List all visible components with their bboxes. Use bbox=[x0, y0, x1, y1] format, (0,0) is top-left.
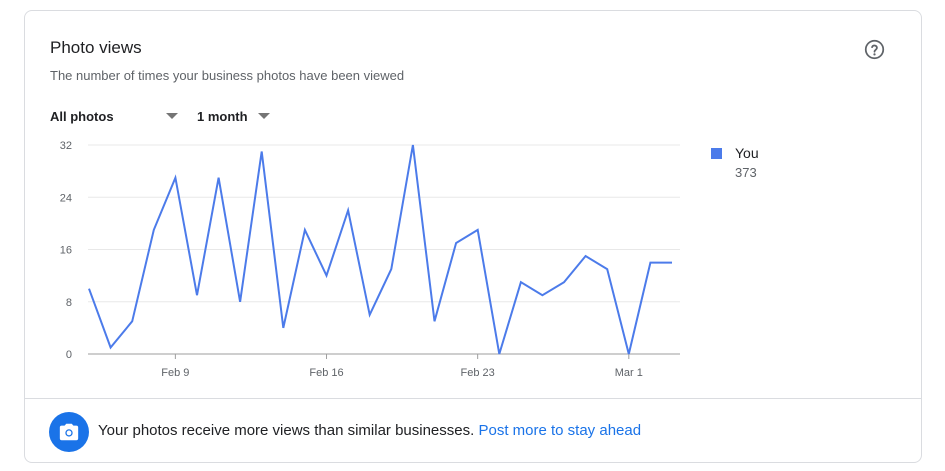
photo-views-line-chart: 0 8 16 24 32 Feb 9 Feb 16 Feb 23 Mar 1 bbox=[60, 140, 680, 379]
x-tick-label: Feb 16 bbox=[309, 367, 343, 379]
card-title: Photo views bbox=[50, 38, 142, 57]
legend-swatch bbox=[711, 148, 722, 159]
y-tick-label: 8 bbox=[66, 297, 72, 309]
x-tick-label: Mar 1 bbox=[615, 367, 643, 379]
post-more-link[interactable]: Post more to stay ahead bbox=[478, 422, 642, 439]
range-filter-dropdown[interactable]: 1 month bbox=[197, 105, 270, 127]
card-subtitle: The number of times your business photos… bbox=[50, 68, 405, 83]
y-tick-label: 16 bbox=[60, 245, 72, 257]
caret-down-icon bbox=[165, 113, 178, 119]
range-filter-label: 1 month bbox=[197, 108, 248, 124]
footer-message: Your photos receive more views than simi… bbox=[98, 422, 641, 439]
footer-divider bbox=[25, 398, 921, 399]
y-tick-label: 0 bbox=[66, 349, 72, 361]
footer-message-text: Your photos receive more views than simi… bbox=[98, 422, 475, 439]
x-tick-label: Feb 23 bbox=[461, 367, 495, 379]
photo-views-card: Photo views The number of times your bus… bbox=[24, 10, 922, 463]
y-tick-label: 32 bbox=[60, 140, 72, 152]
legend-series-total: 373 bbox=[735, 165, 757, 180]
legend-series-name: You bbox=[735, 145, 759, 161]
photos-filter-dropdown[interactable]: All photos bbox=[50, 105, 178, 127]
photos-filter-label: All photos bbox=[50, 108, 114, 124]
camera-icon bbox=[49, 412, 89, 452]
caret-down-icon bbox=[257, 113, 270, 119]
x-tick-label: Feb 9 bbox=[161, 367, 189, 379]
series-line-you bbox=[88, 144, 672, 355]
help-circle-icon[interactable] bbox=[864, 39, 885, 60]
y-tick-label: 24 bbox=[60, 192, 72, 204]
